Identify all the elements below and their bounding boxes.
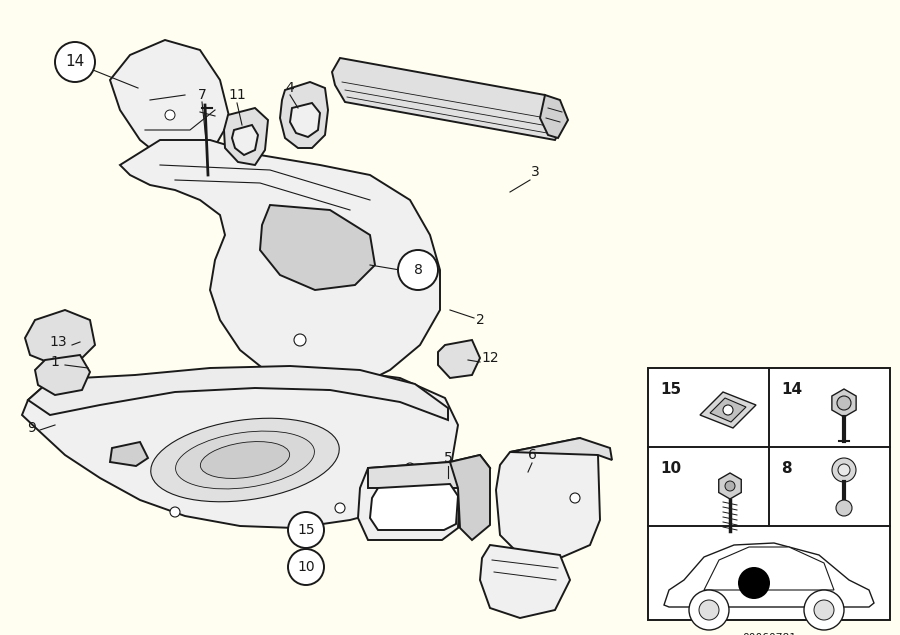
Circle shape (838, 464, 850, 476)
Polygon shape (260, 205, 375, 290)
Polygon shape (358, 462, 460, 540)
Text: 15: 15 (297, 523, 315, 537)
Text: 00060781: 00060781 (742, 633, 796, 635)
Polygon shape (368, 455, 490, 488)
Text: 2: 2 (475, 313, 484, 327)
Text: 12: 12 (482, 351, 499, 365)
Polygon shape (704, 547, 834, 590)
Polygon shape (496, 438, 600, 558)
Polygon shape (438, 340, 480, 378)
Circle shape (723, 405, 733, 415)
Text: 8: 8 (781, 461, 792, 476)
Polygon shape (120, 140, 440, 390)
Circle shape (288, 512, 324, 548)
Text: 13: 13 (50, 335, 67, 349)
Polygon shape (232, 125, 258, 155)
Circle shape (832, 458, 856, 482)
Circle shape (570, 493, 580, 503)
Circle shape (335, 503, 345, 513)
Ellipse shape (201, 441, 290, 478)
Circle shape (55, 42, 95, 82)
Text: 9: 9 (28, 421, 36, 435)
Text: 1: 1 (50, 355, 59, 369)
Text: 10: 10 (660, 461, 681, 476)
Polygon shape (25, 310, 95, 365)
Circle shape (836, 500, 852, 516)
Text: 15: 15 (660, 382, 681, 397)
Polygon shape (540, 95, 568, 138)
Circle shape (294, 334, 306, 346)
Text: 11: 11 (228, 88, 246, 102)
Polygon shape (664, 543, 874, 607)
Polygon shape (35, 355, 90, 395)
Circle shape (170, 507, 180, 517)
Polygon shape (280, 82, 328, 148)
Ellipse shape (176, 431, 314, 489)
Text: 6: 6 (527, 448, 536, 462)
Polygon shape (710, 398, 746, 422)
Polygon shape (22, 368, 458, 528)
Text: 10: 10 (297, 560, 315, 574)
Circle shape (814, 600, 834, 620)
Circle shape (288, 549, 324, 585)
Text: 3: 3 (531, 165, 539, 179)
Text: 4: 4 (285, 81, 294, 95)
Circle shape (398, 250, 438, 290)
Polygon shape (332, 58, 560, 140)
Circle shape (699, 600, 719, 620)
Text: 8: 8 (414, 263, 422, 277)
Text: 7: 7 (198, 88, 206, 102)
Circle shape (837, 396, 851, 410)
Polygon shape (510, 438, 612, 460)
Polygon shape (480, 545, 570, 618)
Circle shape (725, 481, 735, 491)
Circle shape (738, 567, 770, 599)
Circle shape (405, 463, 415, 473)
Text: 5: 5 (444, 451, 453, 465)
Polygon shape (719, 473, 742, 499)
Polygon shape (290, 103, 320, 137)
Circle shape (689, 590, 729, 630)
Polygon shape (110, 40, 230, 165)
Polygon shape (370, 484, 458, 530)
Polygon shape (700, 392, 756, 428)
Polygon shape (224, 108, 268, 165)
Polygon shape (450, 455, 490, 540)
Text: 14: 14 (781, 382, 802, 397)
Polygon shape (110, 442, 148, 466)
Text: 14: 14 (66, 55, 85, 69)
Circle shape (165, 110, 175, 120)
Polygon shape (832, 389, 856, 417)
Polygon shape (28, 366, 448, 420)
Circle shape (804, 590, 844, 630)
Bar (648, 368, 890, 620)
Ellipse shape (151, 418, 339, 502)
